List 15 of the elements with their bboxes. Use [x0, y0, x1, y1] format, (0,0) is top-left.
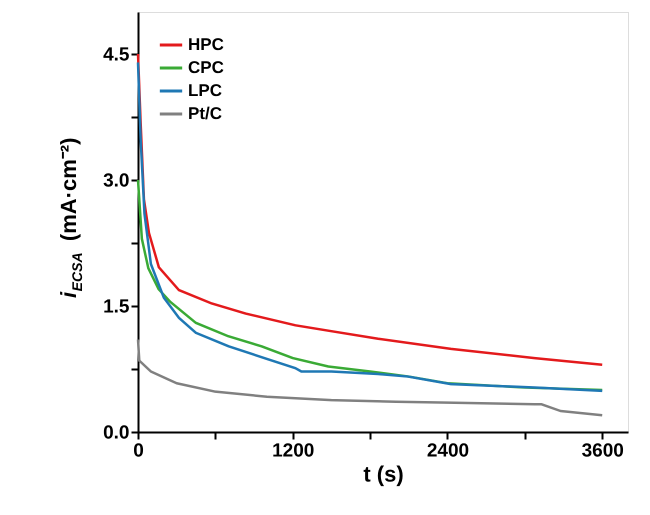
legend-label: Pt/C [188, 104, 222, 123]
y-tick-label: 4.5 [103, 44, 130, 66]
x-tick-label: 1200 [272, 440, 314, 462]
legend-label: LPC [188, 81, 222, 100]
line-series [136, 338, 604, 416]
y-axis-title: iECSA (mA·cm⁻²) [56, 138, 85, 298]
x-tick-label: 0 [133, 440, 144, 462]
x-tick-label: 2400 [426, 440, 470, 462]
y-tick-label: 3.0 [103, 170, 130, 192]
x-axis-title: t (s) [363, 462, 404, 486]
legend-label: HPC [188, 35, 224, 54]
y-tick-label: 1.5 [103, 296, 130, 318]
legend-label: CPC [188, 58, 224, 77]
x-tick-label: 3600 [582, 440, 624, 462]
y-tick-label: 0.0 [103, 422, 130, 444]
